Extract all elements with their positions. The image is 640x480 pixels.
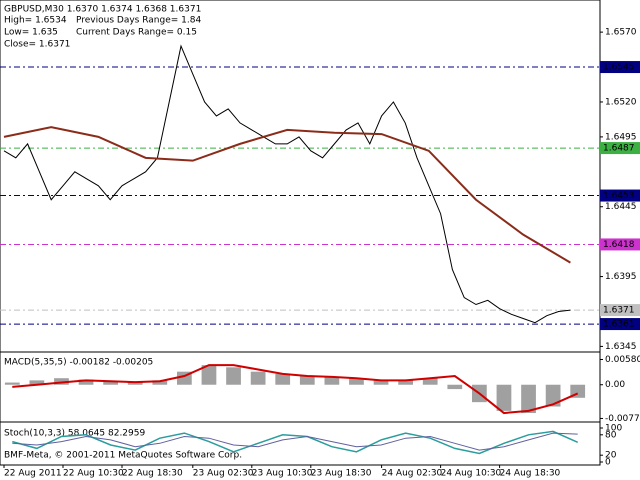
macd-bar [226, 367, 241, 385]
x-tick-label: 23 Aug 10:30 [252, 469, 313, 479]
info-close: Close= 1.6371 [4, 40, 70, 50]
macd-bar [373, 380, 389, 385]
x-tick-label: 24 Aug 02:30 [382, 469, 443, 479]
price-tag-label: 1.6361 [603, 320, 635, 330]
price-line [3, 126, 571, 264]
symbol-header: GBPUSD,M30 1.6370 1.6374 1.6368 1.6371 [4, 5, 201, 15]
y-tick-label: -0.007743 [605, 414, 640, 424]
macd-bar [324, 376, 340, 385]
y-tick-label: 1.6520 [605, 97, 637, 107]
y-tick-label: 80 [605, 430, 617, 440]
y-tick-label: 20 [605, 451, 617, 461]
info-cur-range: Current Days Range= 0.15 [76, 28, 197, 38]
macd-signal [12, 364, 579, 415]
x-tick-label: 22 Aug 10:30 [63, 469, 124, 479]
price-line [3, 44, 571, 324]
macd-bar [250, 371, 266, 385]
price-tag-label: 1.6371 [603, 306, 635, 316]
macd-bar [422, 378, 438, 385]
info-prev-range: Previous Days Range= 1.84 [76, 16, 201, 26]
macd-bar [127, 382, 143, 385]
macd-bar [54, 378, 69, 385]
price-tag [600, 304, 640, 317]
y-tick-label: 1.6445 [605, 202, 637, 212]
stoch-title: Stoch(10,3,3) 58.0645 82.2959 [4, 429, 145, 439]
stoch-line [12, 430, 579, 455]
stoch-line [12, 432, 578, 451]
y-tick-label: 1.6495 [605, 132, 637, 142]
price-tag [600, 238, 640, 251]
macd-bar [447, 384, 463, 390]
y-tick-label: 1.6570 [605, 28, 637, 38]
x-tick-label: 23 Aug 18:30 [311, 469, 372, 479]
y-tick-label: 0 [605, 458, 611, 468]
macd-bar [521, 384, 536, 414]
price-tag [600, 189, 640, 202]
macd-bar [4, 382, 20, 385]
macd-bar [78, 379, 94, 385]
y-tick-label: 1.6395 [605, 272, 637, 282]
info-low: Low= 1.635 [4, 28, 58, 38]
x-tick-label: 22 Aug 18:30 [122, 469, 183, 479]
macd-bar [496, 384, 512, 411]
x-tick-label: 23 Aug 02:30 [193, 469, 254, 479]
macd-bar [152, 380, 168, 385]
price-tag [600, 318, 640, 331]
price-tag-label: 1.6418 [603, 240, 635, 250]
x-tick-label: 24 Aug 18:30 [500, 469, 561, 479]
y-tick-label: 0.00 [605, 380, 625, 390]
price-tag-label: 1.6487 [603, 144, 635, 154]
price-tag-label: 1.6545 [603, 63, 635, 73]
x-tick-label: 22 Aug 2011 [4, 469, 62, 479]
y-tick-label: 100 [605, 424, 622, 434]
y-tick-label: 1.6345 [605, 342, 637, 352]
info-high: High= 1.6534 [4, 16, 67, 26]
price-tag [600, 61, 640, 74]
price-tag-label: 1.6453 [603, 191, 635, 201]
macd-bar [349, 378, 364, 385]
macd-bar [299, 376, 315, 385]
macd-bar [545, 384, 561, 407]
macd-bar [201, 365, 217, 385]
macd-title: MACD(5,35,5) -0.00182 -0.00205 [4, 358, 153, 368]
macd-bar [275, 373, 291, 385]
macd-bar [398, 379, 413, 385]
macd-bar [103, 381, 118, 385]
price-tag [600, 142, 640, 155]
x-tick-label: 24 Aug 10:30 [441, 469, 502, 479]
copyright: BMF-Meta, © 2001-2011 MetaQuotes Softwar… [4, 451, 242, 461]
macd-bar [29, 380, 45, 385]
